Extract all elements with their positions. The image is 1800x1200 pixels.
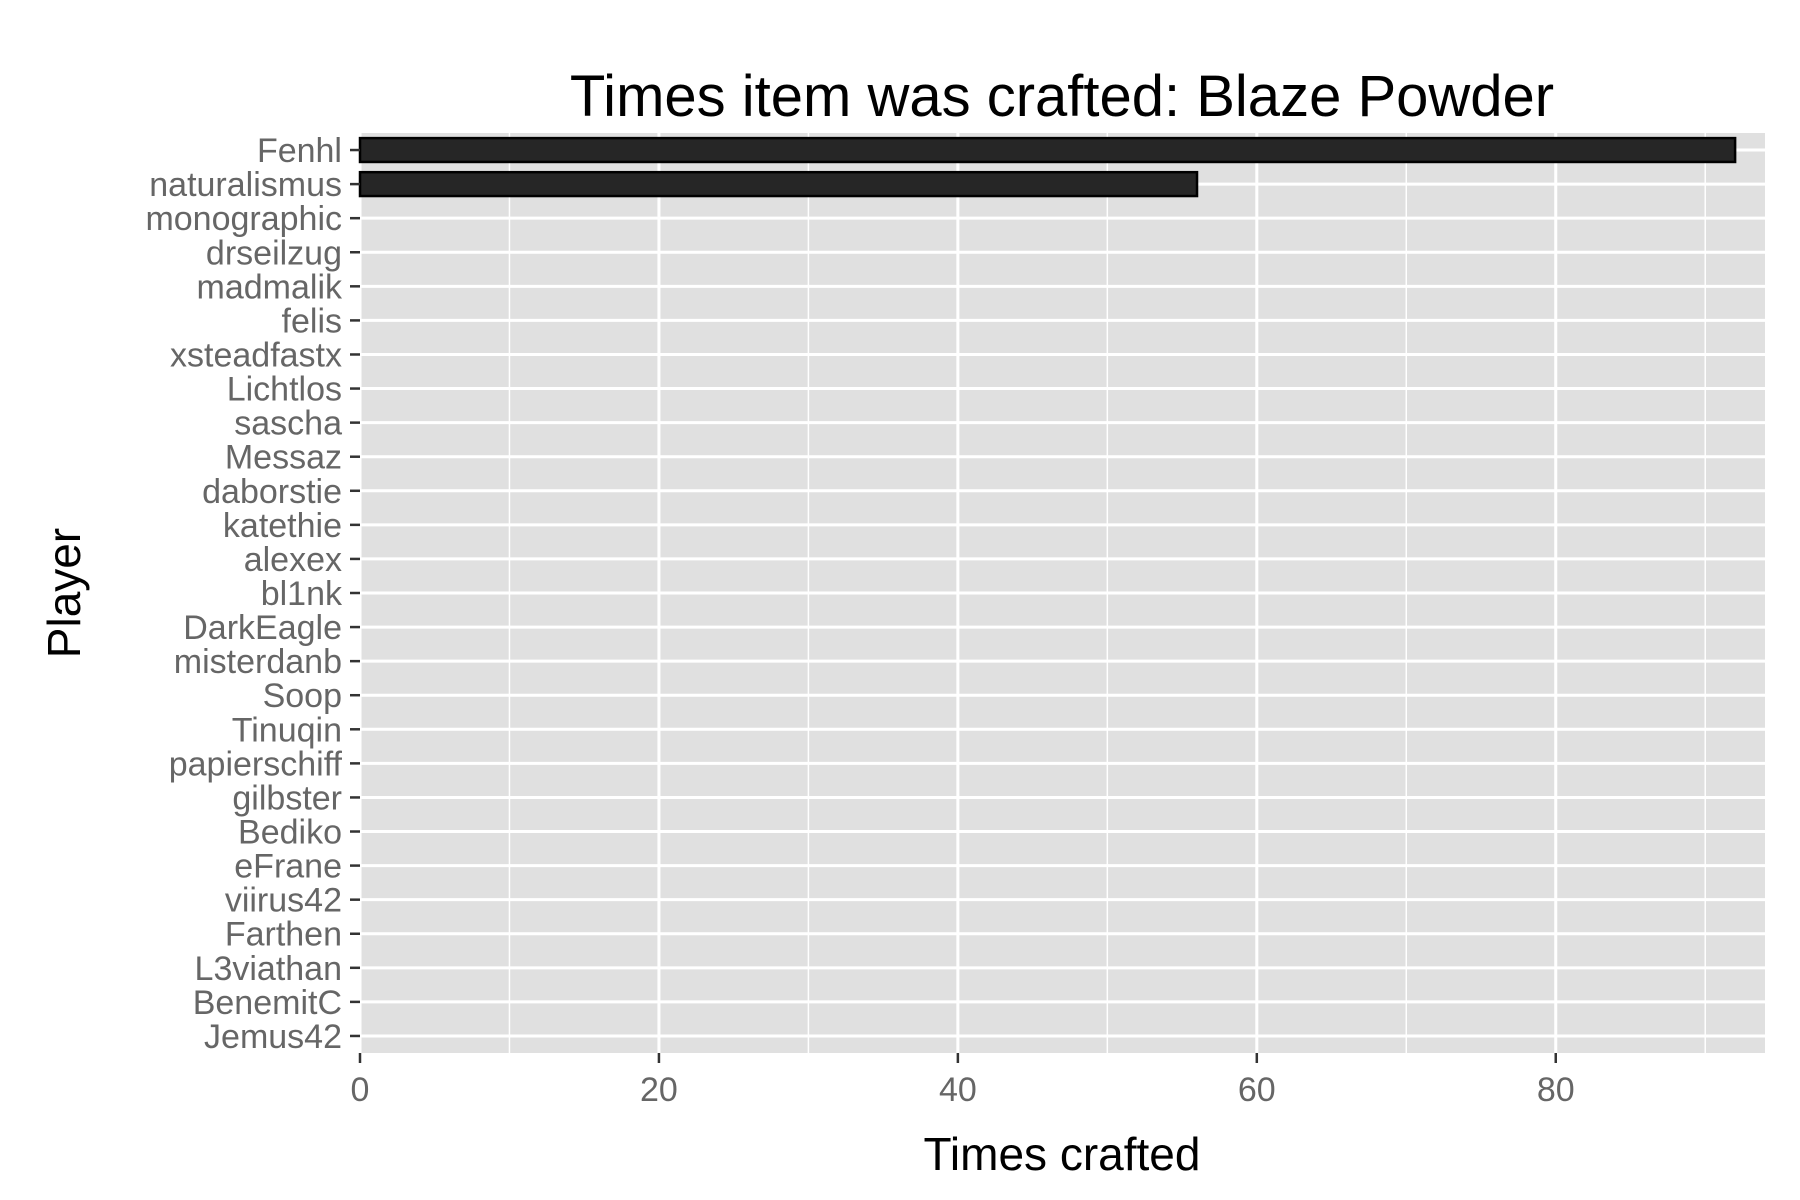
x-tick-label: 20 <box>640 1071 678 1109</box>
y-tick-label: viirus42 <box>225 882 342 920</box>
y-tick-label: katethie <box>223 507 342 545</box>
y-axis-ticks <box>350 148 360 1038</box>
y-tick-label: Soop <box>263 677 342 715</box>
x-axis-ticks <box>358 1053 1557 1063</box>
y-tick-label: Jemus42 <box>204 1018 342 1056</box>
y-tick-label: xsteadfastx <box>170 336 342 374</box>
y-tick-label: Lichtlos <box>227 371 342 409</box>
x-axis-title: Times crafted <box>924 1128 1201 1180</box>
y-axis-title: Player <box>38 528 90 658</box>
bar <box>358 170 1199 198</box>
y-tick-label: felis <box>282 302 342 340</box>
y-tick-label: naturalismus <box>149 166 342 204</box>
y-tick-label: Messaz <box>225 439 342 477</box>
bar <box>358 136 1737 164</box>
y-tick-label: sascha <box>234 405 342 443</box>
y-tick-label: Farthen <box>225 916 342 954</box>
y-tick-label: DarkEagle <box>183 609 342 647</box>
y-tick-label: bl1nk <box>261 575 343 613</box>
x-tick-label: 60 <box>1238 1071 1276 1109</box>
x-axis-tick-labels: 0 20 40 60 80 <box>351 1071 1575 1109</box>
y-tick-label: madmalik <box>197 268 343 306</box>
y-tick-label: eFrane <box>234 848 342 886</box>
chart-title: Times item was crafted: Blaze Powder <box>570 64 1554 129</box>
x-tick-label: 0 <box>351 1071 370 1109</box>
y-tick-label: L3viathan <box>195 950 342 988</box>
y-tick-label: gilbster <box>232 779 342 817</box>
y-tick-label: Fenhl <box>257 132 342 170</box>
y-tick-label: papierschiff <box>169 745 343 783</box>
y-tick-label: drseilzug <box>206 234 342 272</box>
y-tick-label: Bediko <box>238 814 342 852</box>
y-axis-tick-labels: Fenhlnaturalismusmonographicdrseilzugmad… <box>145 132 343 1056</box>
y-tick-label: monographic <box>145 200 342 238</box>
x-tick-label: 80 <box>1537 1071 1575 1109</box>
y-tick-label: Tinuqin <box>232 711 342 749</box>
y-tick-label: daborstie <box>202 473 342 511</box>
y-tick-label: misterdanb <box>174 643 342 681</box>
x-tick-label: 40 <box>939 1071 977 1109</box>
y-tick-label: alexex <box>244 541 342 579</box>
y-tick-label: BenemitC <box>193 984 342 1022</box>
